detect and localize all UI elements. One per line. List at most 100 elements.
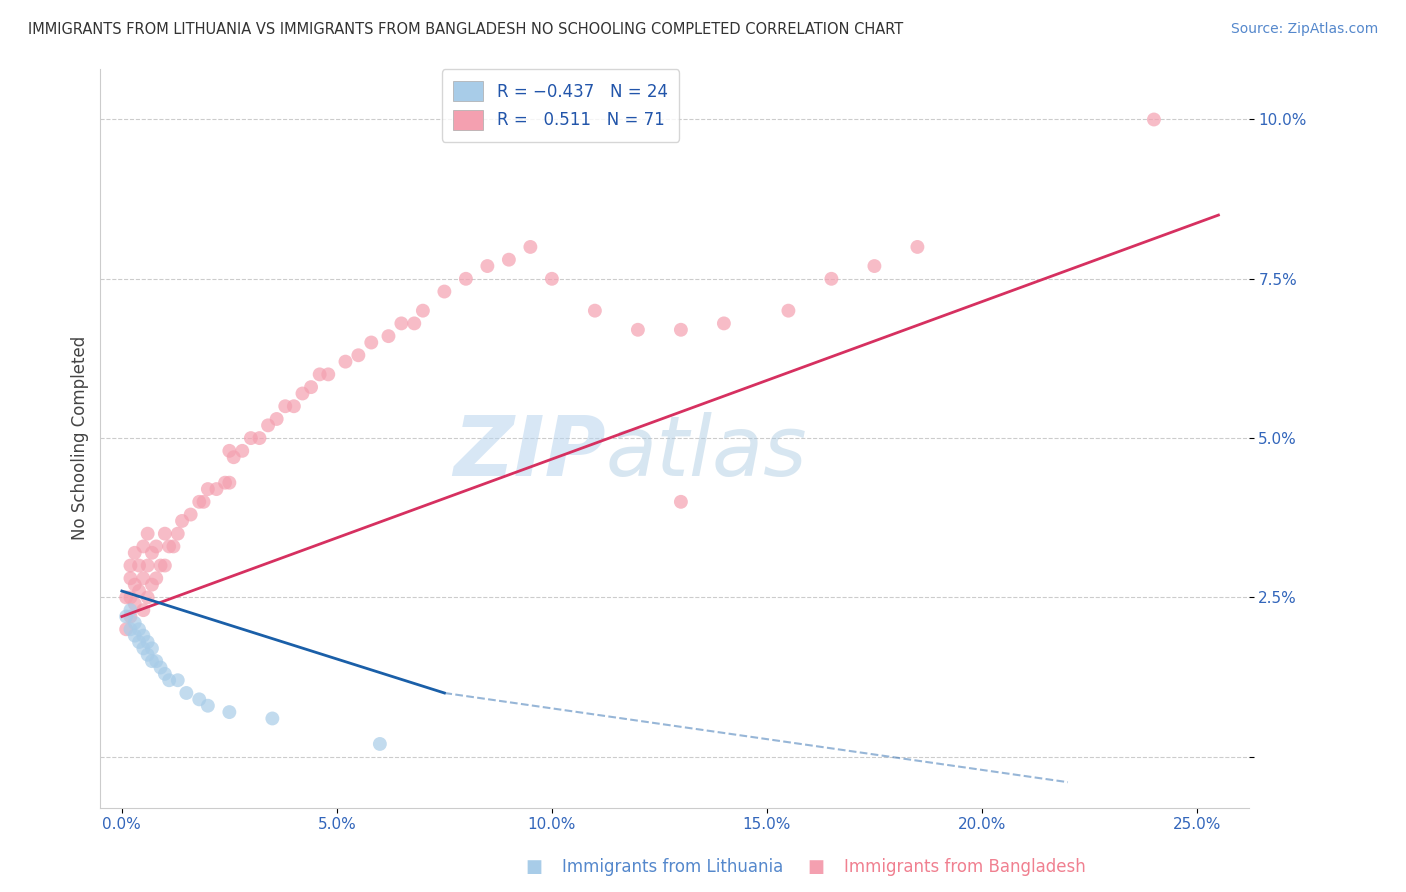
Point xyxy=(120,609,142,624)
Point xyxy=(377,329,399,343)
Point xyxy=(149,558,172,573)
Point xyxy=(132,641,155,656)
Point xyxy=(231,443,253,458)
Point xyxy=(124,597,146,611)
Point xyxy=(541,272,564,286)
Text: Immigrants from Bangladesh: Immigrants from Bangladesh xyxy=(844,858,1085,876)
Point xyxy=(218,475,240,490)
Point xyxy=(115,622,138,636)
Point xyxy=(433,285,456,299)
Point xyxy=(218,443,240,458)
Point xyxy=(120,571,142,585)
Point xyxy=(170,514,193,528)
Point xyxy=(713,317,735,331)
Point xyxy=(124,546,146,560)
Point xyxy=(124,629,146,643)
Point xyxy=(249,431,271,445)
Text: IMMIGRANTS FROM LITHUANIA VS IMMIGRANTS FROM BANGLADESH NO SCHOOLING COMPLETED C: IMMIGRANTS FROM LITHUANIA VS IMMIGRANTS … xyxy=(28,22,904,37)
Point xyxy=(141,546,163,560)
Point xyxy=(197,698,219,713)
Point xyxy=(124,577,146,591)
Point xyxy=(863,259,886,273)
Point xyxy=(141,577,163,591)
Point xyxy=(454,272,477,286)
Point xyxy=(360,335,382,350)
Text: Immigrants from Lithuania: Immigrants from Lithuania xyxy=(562,858,783,876)
Point xyxy=(153,558,176,573)
Point xyxy=(519,240,541,254)
Point xyxy=(136,558,159,573)
Legend: R = −0.437   N = 24, R =   0.511   N = 71: R = −0.437 N = 24, R = 0.511 N = 71 xyxy=(441,70,679,142)
Point xyxy=(308,368,330,382)
Point xyxy=(283,399,305,413)
Point xyxy=(157,673,180,688)
Point xyxy=(180,508,202,522)
Point xyxy=(498,252,520,267)
Point xyxy=(205,482,228,496)
Point xyxy=(128,635,150,649)
Point xyxy=(120,603,142,617)
Text: ZIP: ZIP xyxy=(453,412,606,493)
Point xyxy=(197,482,219,496)
Point xyxy=(157,540,180,554)
Point xyxy=(115,591,138,605)
Point xyxy=(404,317,426,331)
Point xyxy=(132,540,155,554)
Point xyxy=(335,354,357,368)
Text: atlas: atlas xyxy=(606,412,807,493)
Point xyxy=(669,323,692,337)
Point xyxy=(128,558,150,573)
Point xyxy=(193,495,215,509)
Point xyxy=(166,526,188,541)
Point xyxy=(120,622,142,636)
Point xyxy=(291,386,314,401)
Point xyxy=(132,571,155,585)
Point xyxy=(477,259,499,273)
Point xyxy=(145,654,167,668)
Text: ■: ■ xyxy=(807,858,824,876)
Point xyxy=(907,240,929,254)
Point xyxy=(218,705,240,719)
Point xyxy=(214,475,236,490)
Point xyxy=(124,615,146,630)
Point xyxy=(176,686,198,700)
Point xyxy=(239,431,262,445)
Point xyxy=(120,558,142,573)
Point xyxy=(627,323,650,337)
Point xyxy=(188,692,211,706)
Point xyxy=(266,412,288,426)
Text: Source: ZipAtlas.com: Source: ZipAtlas.com xyxy=(1230,22,1378,37)
Point xyxy=(153,666,176,681)
Point xyxy=(136,648,159,662)
Point xyxy=(316,368,339,382)
Point xyxy=(188,495,211,509)
Point xyxy=(1143,112,1166,127)
Point xyxy=(222,450,245,465)
Point xyxy=(128,622,150,636)
Point xyxy=(136,635,159,649)
Point xyxy=(347,348,370,362)
Point xyxy=(257,418,280,433)
Y-axis label: No Schooling Completed: No Schooling Completed xyxy=(72,336,89,541)
Point xyxy=(669,495,692,509)
Point xyxy=(141,641,163,656)
Point xyxy=(128,584,150,599)
Point xyxy=(368,737,391,751)
Point xyxy=(583,303,606,318)
Point xyxy=(299,380,322,394)
Point xyxy=(115,609,138,624)
Point xyxy=(136,526,159,541)
Point xyxy=(132,629,155,643)
Point xyxy=(274,399,297,413)
Point xyxy=(136,591,159,605)
Point xyxy=(820,272,842,286)
Point xyxy=(145,571,167,585)
Point xyxy=(389,317,412,331)
Point xyxy=(262,711,284,725)
Point xyxy=(120,591,142,605)
Point xyxy=(166,673,188,688)
Point xyxy=(132,603,155,617)
Point xyxy=(141,654,163,668)
Point xyxy=(778,303,800,318)
Point xyxy=(145,540,167,554)
